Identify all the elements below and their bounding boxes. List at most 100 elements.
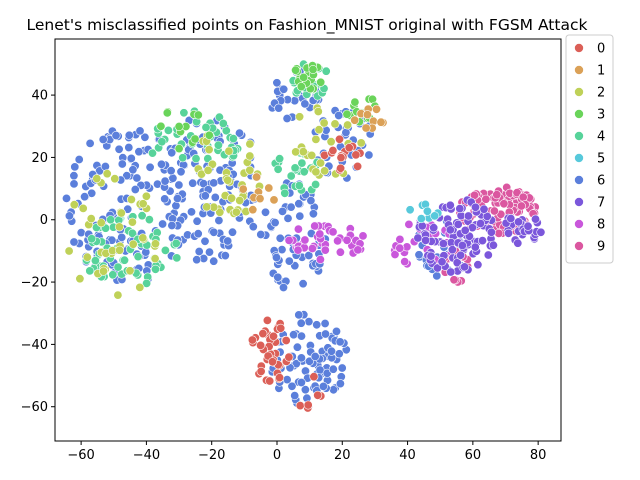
scatter-point-class-2: [202, 202, 212, 212]
scatter-point-class-6: [271, 253, 281, 263]
scatter-point-class-7: [470, 202, 480, 212]
scatter-point-class-6: [145, 162, 155, 172]
scatter-point-class-1: [255, 194, 265, 204]
scatter-point-class-7: [453, 219, 463, 229]
scatter-point-class-8: [395, 243, 405, 253]
scatter-point-class-2: [245, 151, 255, 161]
scatter-point-class-6: [337, 363, 347, 373]
scatter-point-class-6: [157, 159, 167, 169]
scatter-point-class-6: [205, 247, 215, 257]
scatter-point-class-2: [316, 158, 326, 168]
scatter-point-class-6: [279, 84, 289, 94]
scatter-point-class-4: [228, 134, 238, 144]
scatter-point-class-8: [353, 245, 363, 255]
scatter-point-class-9: [516, 201, 526, 211]
scatter-point-class-6: [300, 99, 310, 109]
scatter-point-class-6: [117, 159, 127, 169]
x-tick-label: 0: [273, 448, 281, 463]
scatter-point-class-2: [203, 165, 213, 175]
scatter-point-class-6: [275, 233, 285, 243]
scatter-point-class-4: [120, 255, 130, 265]
scatter-point-class-2: [92, 174, 102, 184]
scatter-point-class-4: [297, 158, 307, 168]
scatter-point-class-6: [69, 171, 79, 181]
scatter-point-class-6: [209, 227, 219, 237]
scatter-point-class-6: [296, 353, 306, 363]
scatter-point-class-5: [430, 211, 440, 221]
scatter-point-class-2: [69, 200, 79, 210]
scatter-point-class-6: [117, 232, 127, 242]
scatter-point-class-0: [262, 315, 272, 325]
x-tick-label: 60: [465, 448, 482, 463]
legend-label-6: 6: [597, 174, 605, 189]
scatter-point-class-7: [421, 235, 431, 245]
scatter-point-class-3: [342, 109, 352, 119]
scatter-point-class-4: [294, 181, 304, 191]
scatter-point-class-6: [277, 206, 287, 216]
y-tick-label: 0: [40, 213, 48, 228]
legend-marker-9: [574, 241, 584, 251]
scatter-point-class-6: [70, 162, 80, 172]
scatter-point-class-7: [475, 219, 485, 229]
scatter-point-class-7: [426, 251, 436, 261]
scatter-point-class-4: [85, 266, 95, 276]
scatter-point-class-0: [351, 150, 361, 160]
scatter-point-class-8: [358, 231, 368, 241]
legend-label-8: 8: [597, 218, 605, 233]
scatter-point-class-2: [99, 266, 109, 276]
legend-label-2: 2: [597, 86, 605, 101]
scatter-point-class-2: [245, 139, 255, 149]
scatter-point-class-6: [273, 272, 283, 282]
scatter-point-class-4: [218, 119, 228, 129]
scatter-point-class-8: [300, 235, 310, 245]
scatter-point-class-4: [286, 171, 296, 181]
plot-frame: [54, 38, 562, 442]
scatter-point-class-4: [106, 215, 116, 225]
scatter-point-class-0: [256, 366, 266, 376]
scatter-point-class-7: [470, 242, 480, 252]
scatter-point-class-4: [321, 66, 331, 76]
scatter-point-class-6: [140, 132, 150, 142]
scatter-point-class-2: [96, 218, 106, 228]
scatter-point-class-2: [314, 125, 324, 135]
scatter-point-class-6: [335, 337, 345, 347]
scatter-point-class-6: [135, 126, 145, 136]
scatter-point-class-6: [192, 255, 202, 265]
scatter-point-class-6: [295, 211, 305, 221]
scatter-point-class-3: [316, 77, 326, 87]
scatter-point-class-7: [523, 221, 533, 231]
scatter-point-class-7: [452, 258, 462, 268]
scatter-point-class-1: [264, 183, 274, 193]
scatter-point-class-6: [270, 218, 280, 228]
legend-label-9: 9: [597, 240, 605, 255]
chart-title: Lenet's misclassified points on Fashion_…: [27, 16, 588, 35]
scatter-point-class-6: [331, 326, 341, 336]
scatter-point-class-4: [275, 154, 285, 164]
x-tick-label: −60: [67, 448, 94, 463]
x-tick-label: 80: [530, 448, 547, 463]
scatter-point-class-6: [272, 78, 282, 88]
scatter-point-class-6: [334, 111, 344, 121]
scatter-point-class-8: [342, 235, 352, 245]
scatter-point-class-6: [220, 251, 230, 261]
scatter-point-class-2: [151, 239, 161, 249]
scatter-point-class-6: [308, 209, 318, 219]
x-tick-label: −40: [133, 448, 160, 463]
scatter-point-class-2: [115, 245, 125, 255]
scatter-point-class-1: [252, 172, 262, 182]
scatter-point-class-6: [291, 359, 301, 369]
scatter-point-class-6: [61, 193, 71, 203]
scatter-point-class-6: [168, 173, 178, 183]
scatter-point-class-6: [304, 251, 314, 261]
scatter-point-class-7: [530, 214, 540, 224]
scatter-point-class-2: [313, 107, 323, 117]
scatter-point-class-6: [111, 131, 121, 141]
scatter-point-class-2: [135, 282, 145, 292]
scatter-point-class-6: [228, 227, 238, 237]
scatter-point-class-7: [477, 236, 487, 246]
scatter-point-class-3: [190, 134, 200, 144]
scatter-point-class-6: [209, 178, 219, 188]
scatter-point-class-8: [293, 224, 303, 234]
scatter-point-class-9: [499, 199, 509, 209]
scatter-point-class-6: [304, 317, 314, 327]
